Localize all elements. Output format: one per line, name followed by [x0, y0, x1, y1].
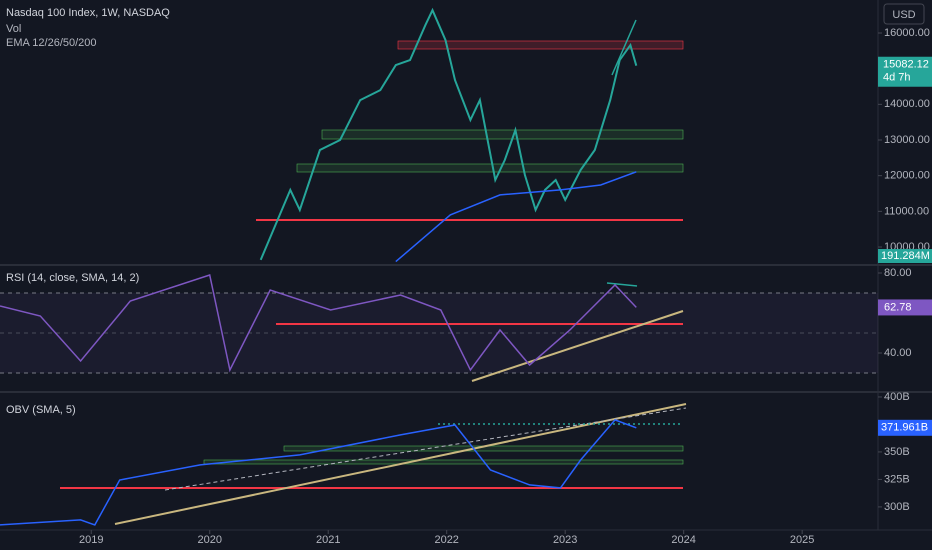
legend-item: EMA 12/26/50/200 [6, 37, 97, 49]
x-tick-label: 2019 [79, 534, 103, 546]
price-label: 15082.12 [883, 59, 929, 71]
trend-line [114, 403, 687, 525]
panel-title: RSI (14, close, SMA, 14, 2) [6, 272, 139, 284]
zone [203, 459, 684, 465]
currency-button[interactable] [883, 3, 925, 25]
trend-line [164, 407, 687, 491]
series-line [0, 419, 637, 526]
trend-line [611, 19, 637, 76]
zone [296, 163, 684, 173]
chart-title: Nasdaq 100 Index, 1W, NASDAQ [6, 7, 170, 19]
y-tick-label: 80.00 [884, 267, 912, 279]
value-tag [878, 419, 932, 436]
y-tick-label: 13000.00 [884, 134, 930, 146]
x-tick-label: 2024 [671, 534, 695, 546]
value-tag [878, 299, 932, 316]
y-tick-label: 12000.00 [884, 170, 930, 182]
x-tick-label: 2022 [434, 534, 458, 546]
series-line [259, 7, 638, 261]
price-tag [878, 56, 932, 87]
trend-line [606, 282, 638, 287]
x-tick-label: 2023 [553, 534, 577, 546]
y-tick-label: 400B [884, 391, 910, 403]
y-tick-label: 14000.00 [884, 98, 930, 110]
x-tick-label: 2021 [316, 534, 340, 546]
value-label: 371.961B [881, 422, 928, 434]
y-tick-label: 11000.00 [884, 205, 929, 217]
value-label: 62.78 [884, 301, 912, 313]
volume-tag [878, 249, 932, 263]
zone [321, 129, 684, 140]
series-line [0, 274, 637, 373]
volume-label: 191.284M [881, 250, 930, 262]
y-tick-label: 40.00 [884, 347, 912, 359]
x-tick-label: 2020 [197, 534, 221, 546]
x-tick-label: 2025 [790, 534, 814, 546]
y-tick-label: 350B [884, 446, 910, 458]
zone [397, 40, 684, 50]
y-tick-label: 16000.00 [884, 27, 930, 39]
y-tick-label: 325B [884, 473, 910, 485]
series-line [395, 171, 637, 263]
y-tick-label: 300B [884, 501, 910, 513]
countdown: 4d 7h [883, 72, 911, 84]
trend-line [471, 310, 684, 382]
currency[interactable]: USD [892, 9, 915, 21]
legend-item: Vol [6, 23, 21, 35]
panel-title: OBV (SMA, 5) [6, 404, 76, 416]
